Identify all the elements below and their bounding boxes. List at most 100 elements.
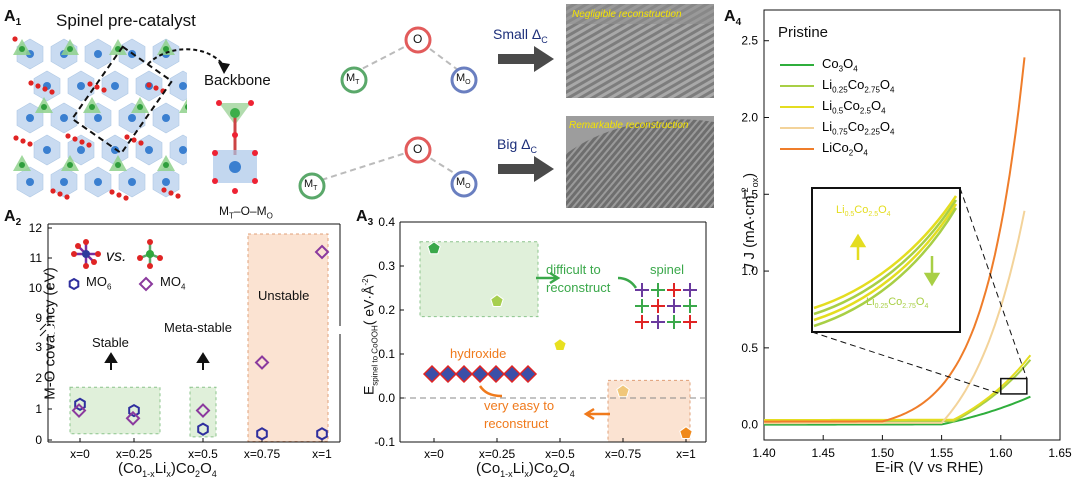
a2-stable: Stable — [92, 335, 129, 350]
tet-atom — [137, 104, 143, 110]
a3-orange-arrow-1 — [583, 407, 610, 421]
a3-difficult2: reconstruct — [546, 280, 611, 295]
mol-top-mt: MT — [346, 72, 360, 87]
oxygen-atom — [86, 142, 92, 148]
stable-region — [69, 386, 161, 435]
oxygen-atom — [28, 80, 34, 86]
co-atom — [179, 146, 187, 154]
arrow-top — [498, 46, 554, 72]
a4-xtick-label: 1.60 — [989, 446, 1013, 460]
a2-mo6-point — [256, 427, 268, 441]
oxygen-atom — [20, 138, 26, 144]
a3-easy: very easy to — [484, 398, 555, 413]
co-atom — [77, 82, 85, 90]
spinel-bond — [651, 283, 665, 297]
a3-ytick-label: 0.2 — [378, 303, 395, 317]
hydroxide-octahedron — [454, 364, 474, 384]
hydroxide-octahedron — [486, 364, 506, 384]
mol-bottom-o: O — [413, 142, 423, 156]
a3-difficult: difficult to — [546, 262, 601, 277]
a4-legend-swatch — [780, 105, 814, 108]
oxygen-atom — [175, 193, 181, 199]
a4-inset-curve — [813, 207, 958, 328]
oxygen-atom — [87, 81, 93, 87]
co-atom — [94, 178, 102, 186]
a2-mo6-point — [316, 427, 328, 441]
oxygen-atom — [131, 137, 137, 143]
tet-atom — [163, 162, 169, 168]
oxygen-atom — [27, 141, 33, 147]
a2-unstable: Unstable — [258, 288, 310, 303]
co-atom — [26, 114, 34, 122]
a4-series-line — [764, 395, 1031, 426]
a2-mo4-point — [71, 403, 87, 418]
backbone-molecule — [212, 100, 258, 194]
metal-atom — [82, 250, 90, 258]
tet-atom — [67, 46, 73, 52]
a4-ytick-label: 2.5 — [741, 34, 758, 48]
a2-legend-mo4-symbol — [138, 276, 154, 292]
hydroxide-octahedron — [470, 364, 490, 384]
oxygen-atom — [83, 239, 89, 245]
a2-mo6-point — [128, 403, 140, 418]
oxygen-atom — [116, 192, 122, 198]
spinel-bond — [683, 283, 697, 297]
a3-ytick-label: -0.1 — [374, 435, 395, 449]
a2-mo4-point — [314, 244, 330, 260]
co-atom — [94, 50, 102, 58]
hydroxide-octahedron — [422, 364, 442, 384]
a4-ytick-label: 1.5 — [741, 187, 758, 201]
oxygen-atom — [50, 188, 56, 194]
a4-frame — [763, 9, 1061, 441]
a4-legend-label: Li0.5Co2.5O4 — [822, 97, 886, 116]
oxygen-atom — [124, 134, 130, 140]
a3-ytick-label: 0.0 — [378, 391, 395, 405]
oxygen-atom — [147, 239, 153, 245]
a2-ytick-label: 11 — [30, 251, 43, 265]
oxygen-atom — [109, 189, 115, 195]
a3-ytick-label: 0.3 — [378, 259, 395, 273]
backbone-label: Backbone — [204, 72, 271, 89]
a2-ytick-label: 9 — [35, 311, 42, 325]
a4-xtick-label: 1.50 — [871, 446, 895, 460]
co-atom — [60, 114, 68, 122]
a3-xtick-label: x=0.75 — [605, 447, 642, 461]
a4-series-line — [764, 57, 1026, 423]
oxygen-atom — [49, 89, 55, 95]
co-atom — [111, 82, 119, 90]
oxygen-atom — [83, 263, 89, 269]
a2-axis-break-right — [335, 326, 347, 334]
a4-title: Pristine — [778, 24, 829, 41]
a4-inset-box — [811, 187, 961, 333]
a3-point — [679, 426, 693, 439]
a4-inset-curve — [813, 203, 958, 322]
a2-xtick-label: x=0.75 — [244, 447, 281, 461]
a3-xtick-label: x=1 — [676, 447, 696, 461]
a2-mo6-point — [74, 397, 86, 411]
tet-atom — [163, 46, 169, 52]
co-atom — [128, 114, 136, 122]
a4-legend-item: Li0.5Co2.5O4 — [780, 96, 894, 117]
tem-bottom-caption: Remarkable reconstruction — [569, 120, 689, 131]
a4-zoom-line-2 — [811, 331, 1001, 395]
a2-xtick-label: x=0 — [70, 447, 90, 461]
a2-mo4-point — [195, 403, 211, 418]
oxygen-atom — [137, 255, 143, 261]
spinel-bond — [651, 299, 665, 313]
unstable-region — [247, 233, 329, 443]
a3-point — [616, 384, 630, 398]
a4-xtick-label: 1.55 — [930, 446, 954, 460]
oxygen-atom — [72, 136, 78, 142]
oxygen-atom — [101, 87, 107, 93]
hydroxide-octahedron — [502, 364, 522, 384]
metal-atom — [146, 250, 154, 258]
mol-bottom-mo: MO — [456, 176, 471, 191]
co-atom — [94, 114, 102, 122]
spinel-bond — [635, 299, 649, 313]
oxygen-atom — [168, 190, 174, 196]
panel-letter-a4: A4 — [724, 8, 742, 29]
co-atom — [26, 178, 34, 186]
a4-ytick-label: 0.5 — [741, 341, 758, 355]
tet-atom — [19, 162, 25, 168]
oxygen-atom — [95, 251, 101, 257]
